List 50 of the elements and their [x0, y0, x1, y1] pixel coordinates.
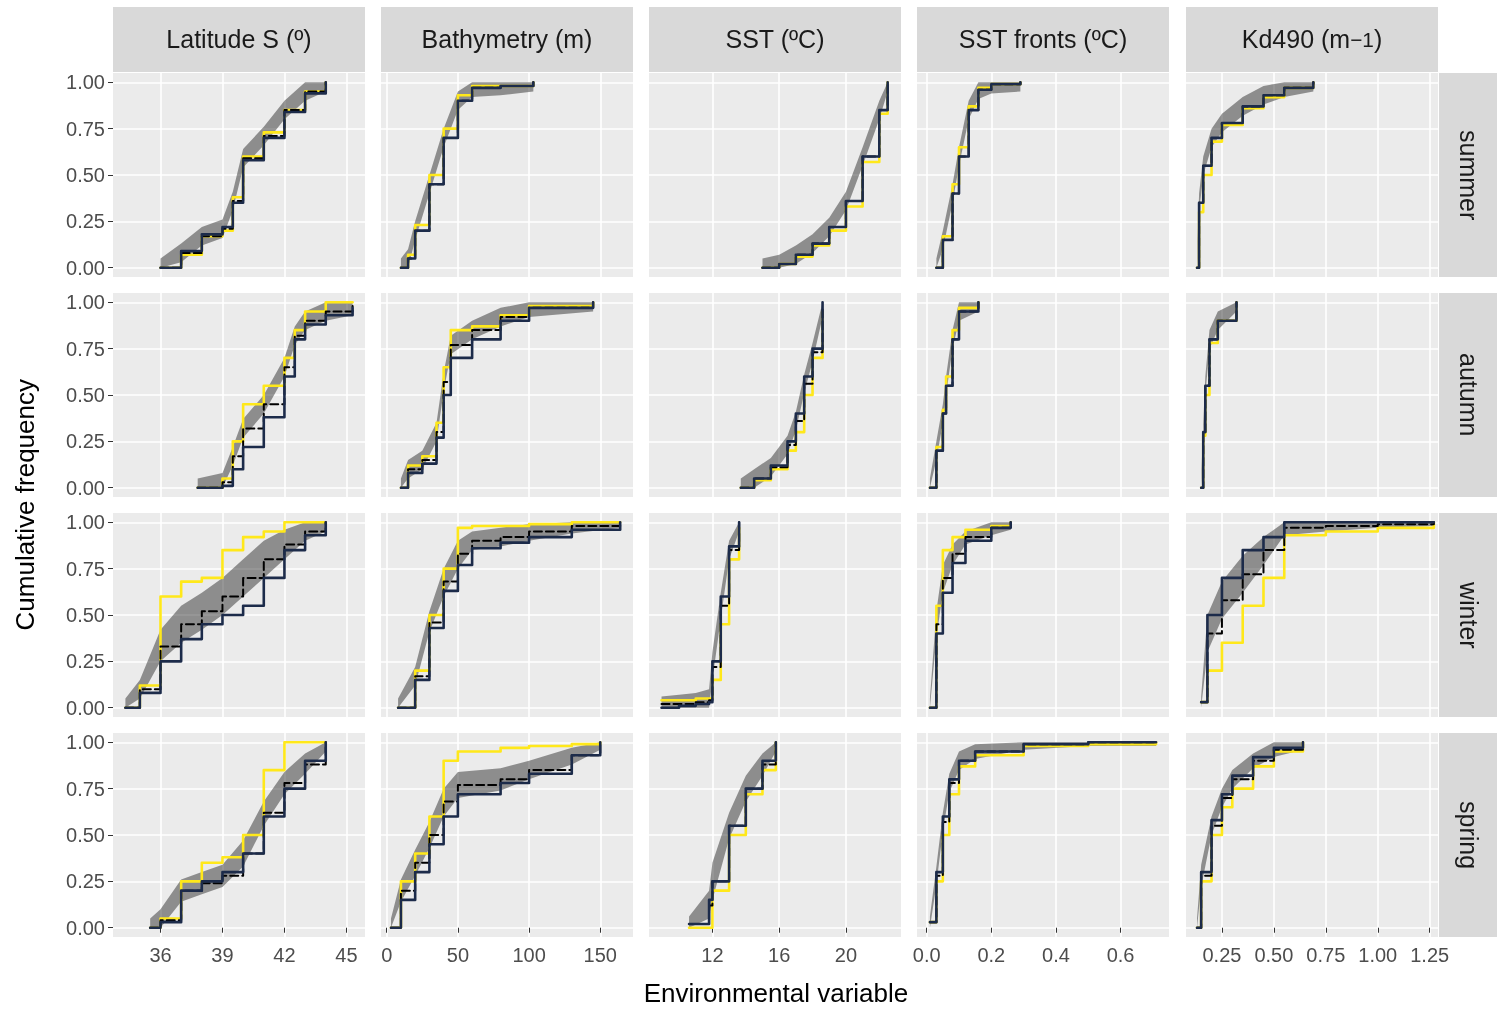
x-tick-label: 0.25 — [1202, 944, 1242, 966]
y-tick-label: 0.00 — [66, 256, 105, 279]
y-tick-label: 0.75 — [66, 117, 105, 140]
y-tick-label: 0.75 — [66, 337, 105, 360]
x-tick-label: 20 — [834, 944, 858, 966]
y-tick-label: 0.00 — [66, 696, 105, 719]
y-tick-label: 1.00 — [66, 731, 105, 754]
x-tick-label: 45 — [335, 944, 358, 966]
chart-title: SST (ºC) — [649, 7, 901, 72]
y-tick-label: 0.75 — [66, 557, 105, 580]
y-tick-label: 1.00 — [66, 291, 105, 314]
x-tick-label: 16 — [768, 944, 791, 966]
y-tick-label: 0.25 — [66, 430, 105, 453]
text: summer — [1453, 129, 1483, 221]
text: autumn — [1453, 353, 1483, 437]
y-axis-title: Cumulative frequency — [9, 379, 41, 631]
x-tick-label: 0.75 — [1306, 944, 1346, 966]
y-tick-label: 0.75 — [66, 777, 105, 800]
x-tick-label: 1.00 — [1358, 944, 1398, 966]
x-tick-label: 100 — [512, 944, 546, 966]
x-tick-label: 0.50 — [1254, 944, 1294, 966]
x-tick-label: 0.2 — [977, 944, 1006, 966]
x-tick-label: 1.25 — [1410, 944, 1450, 966]
y-tick-label: 0.50 — [66, 604, 105, 626]
x-axis-title: Environmental variable — [642, 978, 910, 1009]
x-tick-label: 36 — [149, 944, 172, 966]
y-tick-label: 0.50 — [66, 164, 105, 186]
x-tick-label: 50 — [446, 944, 470, 966]
y-tick-label: 0.25 — [66, 650, 105, 673]
x-tick-label: 0.0 — [912, 944, 941, 966]
text: spring — [1453, 800, 1483, 870]
y-tick-label: 0.00 — [66, 476, 105, 499]
x-tick-label: 12 — [701, 944, 724, 966]
y-tick-label: 0.50 — [66, 384, 105, 406]
chart-title: SST fronts (ºC) — [917, 7, 1169, 72]
y-tick-label: 1.00 — [66, 511, 105, 534]
x-tick-label: 39 — [211, 944, 234, 966]
x-tick-label: 150 — [583, 944, 617, 966]
text: winter — [1453, 581, 1483, 649]
chart-title: Bathymetry (m) — [381, 7, 633, 72]
y-tick-label: 0.25 — [66, 870, 105, 893]
x-tick-label: 0.6 — [1106, 944, 1135, 966]
x-tick-label: 0 — [381, 944, 393, 966]
y-tick-label: 0.50 — [66, 824, 105, 846]
y-tick-label: 0.00 — [66, 916, 105, 939]
x-tick-label: 0.4 — [1042, 944, 1070, 966]
chart-title: Latitude S (º) — [113, 7, 365, 72]
y-tick-label: 1.00 — [66, 71, 105, 94]
x-tick-label: 42 — [273, 944, 296, 966]
y-tick-label: 0.25 — [66, 210, 105, 233]
